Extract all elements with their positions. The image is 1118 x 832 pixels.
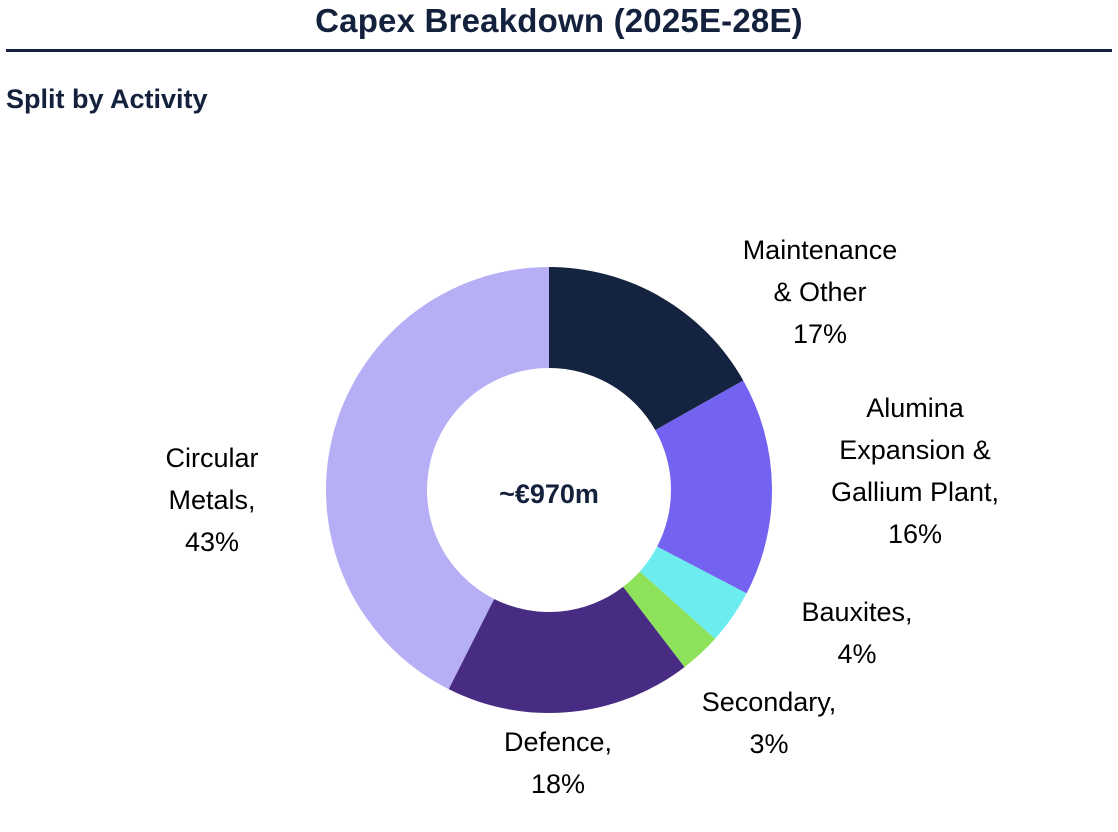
chart-title: Capex Breakdown (2025E-28E) (315, 2, 803, 39)
label-bauxites: Bauxites, 4% (801, 597, 912, 669)
label-secondary: Secondary, 3% (702, 687, 837, 759)
label-line: Gallium Plant, (831, 477, 999, 507)
slice-secondary (623, 571, 716, 668)
slice-maintenance-other (549, 267, 744, 431)
label-line: Bauxites, (801, 597, 912, 627)
label-line: 18% (531, 769, 585, 799)
label-line: & Other (773, 277, 866, 307)
label-line: Expansion & (839, 435, 991, 465)
label-line: 17% (793, 319, 847, 349)
label-line: Secondary, (702, 687, 837, 717)
slice-circular-metals (325, 267, 549, 690)
slice-defence (448, 586, 685, 713)
chart-subtitle: Split by Activity (6, 84, 208, 114)
label-line: 3% (749, 729, 788, 759)
label-circular-metals: Circular Metals, 43% (165, 443, 258, 557)
label-line: 16% (888, 519, 942, 549)
label-defence: Defence, 18% (504, 727, 612, 799)
label-line: Alumina (866, 393, 965, 423)
label-line: Metals, (168, 485, 255, 515)
donut-center-total: ~€970m (499, 479, 599, 509)
donut-slices (325, 267, 772, 713)
label-alumina-gallium: Alumina Expansion & Gallium Plant, 16% (831, 393, 999, 549)
label-line: Maintenance (743, 235, 898, 265)
label-line: 4% (837, 639, 876, 669)
title-divider (6, 49, 1112, 52)
label-line: Circular (165, 443, 258, 473)
slice-labels: Maintenance & Other 17% Alumina Expansion & G… (165, 235, 999, 799)
label-maintenance-other: Maintenance & Other 17% (743, 235, 898, 349)
slice-alumina-gallium (655, 380, 772, 594)
slice-bauxites (639, 546, 747, 639)
label-line: Defence, (504, 727, 612, 757)
label-line: 43% (185, 527, 239, 557)
